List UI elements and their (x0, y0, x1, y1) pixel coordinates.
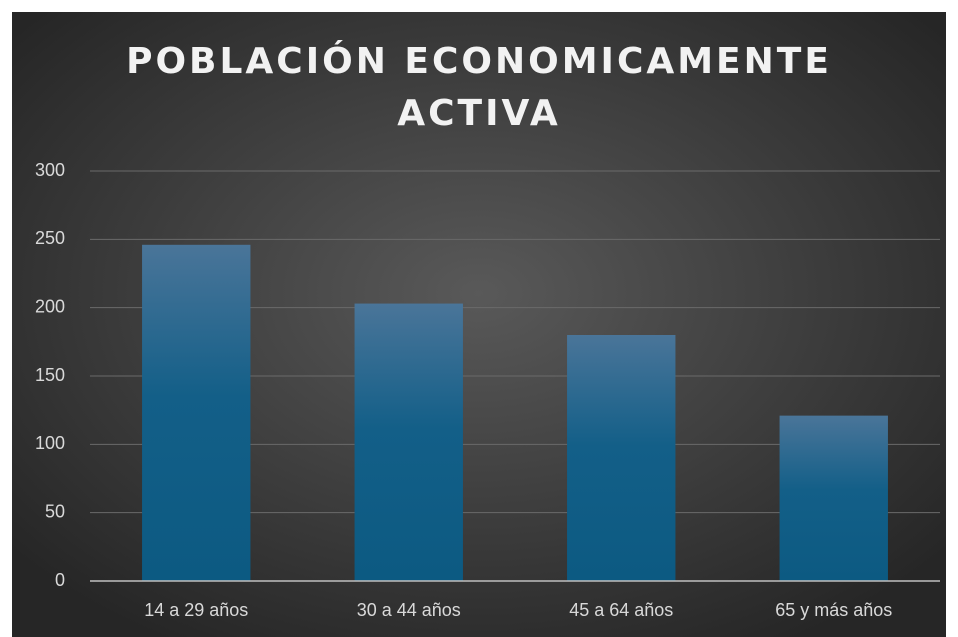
x-tick-label: 45 a 64 años (569, 600, 673, 620)
y-tick-label: 50 (45, 501, 65, 521)
bar (354, 303, 463, 581)
y-tick-label: 250 (35, 228, 65, 248)
y-tick-label: 300 (35, 160, 65, 180)
y-tick-label: 200 (35, 296, 65, 316)
y-tick-label: 150 (35, 365, 65, 385)
bar (142, 244, 251, 582)
x-tick-label: 14 a 29 años (144, 600, 248, 620)
bar (779, 415, 888, 581)
y-tick-label: 100 (35, 433, 65, 453)
chart-title: POBLACIÓN ECONOMICAMENTE ACTIVA (126, 41, 832, 134)
x-tick-label: 30 a 44 años (357, 600, 461, 620)
x-tick-label: 65 y más años (775, 600, 892, 620)
bar (567, 335, 676, 581)
y-tick-label: 0 (55, 570, 65, 590)
